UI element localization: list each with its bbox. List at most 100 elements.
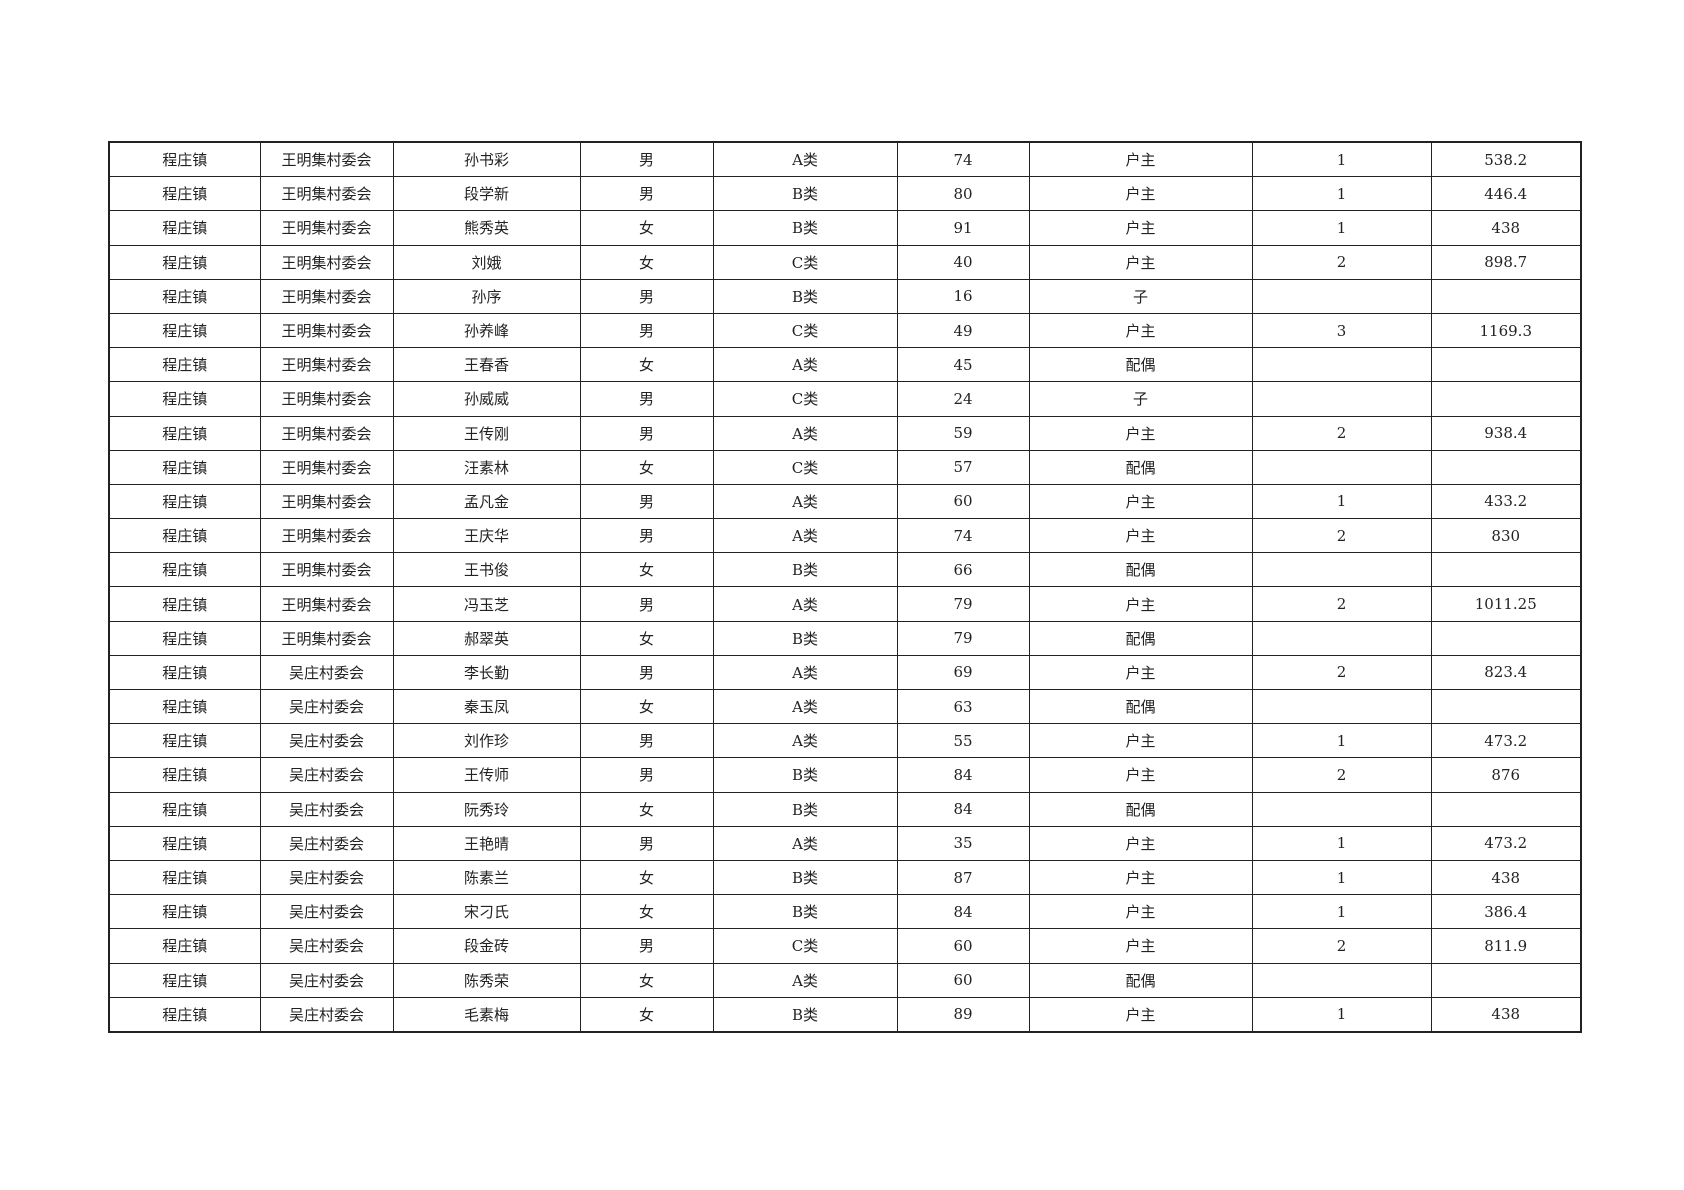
table-row: 程庄镇 吴庄村委会 王传师男 B类 84 户主 2 876 xyxy=(108,757,1582,793)
table-row: 程庄镇 吴庄村委会 宋刁氏女 B类 84 户主 1 386.4 xyxy=(108,894,1582,930)
cell-relation: 配偶 xyxy=(1028,552,1253,588)
cell-name: 孟凡金 xyxy=(392,483,581,520)
cell-town: 程庄镇 xyxy=(108,347,261,383)
cell-category: B类 xyxy=(712,210,898,246)
cell-age: 91 xyxy=(896,210,1030,246)
cell-gender: 女 xyxy=(579,244,714,280)
table-row: 程庄镇 王明集村委会 孙养峰男 C类 49 户主 3 1169.3 xyxy=(108,312,1582,349)
cell-village: 王明集村委会 xyxy=(259,552,394,588)
cell-name: 王春香 xyxy=(392,347,581,383)
cell-category: A类 xyxy=(712,483,898,520)
cell-household-size: 1 xyxy=(1251,210,1432,246)
table-row: 程庄镇 吴庄村委会 陈秀荣女 A类 60 配偶 xyxy=(108,962,1582,998)
cell-relation: 配偶 xyxy=(1028,620,1253,656)
cell-amount: 898.7 xyxy=(1430,244,1582,280)
cell-household-size: 2 xyxy=(1251,415,1432,451)
cell-age: 59 xyxy=(896,415,1030,451)
table-body: 程庄镇 王明集村委会 孙书彩男 A类 74 户主 1 538.2 程庄镇 王明集村委会 段学新男 B类… xyxy=(108,141,1582,1033)
cell-category: A类 xyxy=(712,962,898,998)
cell-gender: 女 xyxy=(579,859,714,896)
cell-age: 60 xyxy=(896,928,1030,964)
cell-name: 陈素兰 xyxy=(392,859,581,896)
cell-age: 24 xyxy=(896,381,1030,417)
cell-age: 55 xyxy=(896,723,1030,759)
cell-name: 毛素梅 xyxy=(392,996,581,1033)
table-row: 程庄镇 王明集村委会 冯玉芝男 A类 79 户主 2 1011.25 xyxy=(108,586,1582,622)
cell-household-size: 1 xyxy=(1251,859,1432,896)
cell-gender: 男 xyxy=(579,586,714,622)
cell-town: 程庄镇 xyxy=(108,586,261,622)
cell-amount xyxy=(1430,381,1582,417)
cell-name: 刘作珍 xyxy=(392,723,581,759)
cell-village: 王明集村委会 xyxy=(259,210,394,246)
cell-household-size xyxy=(1251,620,1432,656)
cell-village: 王明集村委会 xyxy=(259,586,394,622)
cell-amount: 438 xyxy=(1430,210,1582,246)
cell-relation: 户主 xyxy=(1028,210,1253,246)
cell-age: 66 xyxy=(896,552,1030,588)
cell-age: 79 xyxy=(896,620,1030,656)
cell-amount: 830 xyxy=(1430,518,1582,554)
cell-town: 程庄镇 xyxy=(108,791,261,827)
cell-household-size xyxy=(1251,962,1432,998)
cell-village: 吴庄村委会 xyxy=(259,723,394,759)
cell-age: 80 xyxy=(896,176,1030,212)
cell-household-size: 2 xyxy=(1251,757,1432,793)
cell-town: 程庄镇 xyxy=(108,552,261,588)
cell-town: 程庄镇 xyxy=(108,996,261,1033)
cell-age: 45 xyxy=(896,347,1030,383)
cell-relation: 子 xyxy=(1028,278,1253,314)
table-row: 程庄镇 吴庄村委会 毛素梅女 B类 89 户主 1 438 xyxy=(108,996,1582,1033)
cell-town: 程庄镇 xyxy=(108,757,261,793)
cell-amount xyxy=(1430,688,1582,725)
cell-name: 孙序 xyxy=(392,278,581,314)
cell-gender: 女 xyxy=(579,347,714,383)
cell-village: 吴庄村委会 xyxy=(259,654,394,691)
cell-amount xyxy=(1430,791,1582,827)
cell-amount xyxy=(1430,449,1582,485)
table-row: 程庄镇 吴庄村委会 秦玉凤女 A类 63 配偶 xyxy=(108,688,1582,725)
cell-age: 84 xyxy=(896,757,1030,793)
table-row: 程庄镇 吴庄村委会 陈素兰女 B类 87 户主 1 438 xyxy=(108,859,1582,896)
cell-household-size xyxy=(1251,791,1432,827)
table-row: 程庄镇 吴庄村委会 段金砖男 C类 60 户主 2 811.9 xyxy=(108,928,1582,964)
cell-town: 程庄镇 xyxy=(108,654,261,691)
cell-name: 段学新 xyxy=(392,176,581,212)
cell-village: 王明集村委会 xyxy=(259,381,394,417)
cell-household-size xyxy=(1251,381,1432,417)
cell-amount xyxy=(1430,962,1582,998)
cell-relation: 配偶 xyxy=(1028,962,1253,998)
cell-household-size xyxy=(1251,278,1432,314)
cell-amount: 938.4 xyxy=(1430,415,1582,451)
cell-village: 吴庄村委会 xyxy=(259,859,394,896)
cell-gender: 男 xyxy=(579,312,714,349)
table-row: 程庄镇 吴庄村委会 李长勤男 A类 69 户主 2 823.4 xyxy=(108,654,1582,691)
cell-village: 王明集村委会 xyxy=(259,518,394,554)
cell-village: 吴庄村委会 xyxy=(259,996,394,1033)
cell-village: 王明集村委会 xyxy=(259,176,394,212)
cell-village: 王明集村委会 xyxy=(259,347,394,383)
cell-name: 王书俊 xyxy=(392,552,581,588)
cell-village: 吴庄村委会 xyxy=(259,825,394,861)
cell-category: A类 xyxy=(712,688,898,725)
cell-relation: 户主 xyxy=(1028,654,1253,691)
cell-gender: 女 xyxy=(579,791,714,827)
cell-relation: 配偶 xyxy=(1028,449,1253,485)
cell-category: B类 xyxy=(712,552,898,588)
data-table: 程庄镇 王明集村委会 孙书彩男 A类 74 户主 1 538.2 程庄镇 王明集村委会 段学新男 B类… xyxy=(108,141,1582,1033)
table-row: 程庄镇 王明集村委会 孙书彩男 A类 74 户主 1 538.2 xyxy=(108,141,1582,178)
cell-town: 程庄镇 xyxy=(108,210,261,246)
cell-town: 程庄镇 xyxy=(108,244,261,280)
cell-relation: 户主 xyxy=(1028,928,1253,964)
cell-category: B类 xyxy=(712,620,898,656)
cell-gender: 女 xyxy=(579,552,714,588)
cell-category: A类 xyxy=(712,518,898,554)
table-row: 程庄镇 王明集村委会 孙序男 B类 16 子 xyxy=(108,278,1582,314)
cell-town: 程庄镇 xyxy=(108,449,261,485)
cell-amount: 538.2 xyxy=(1430,141,1582,178)
cell-name: 王艳晴 xyxy=(392,825,581,861)
cell-gender: 男 xyxy=(579,723,714,759)
cell-age: 49 xyxy=(896,312,1030,349)
cell-category: C类 xyxy=(712,928,898,964)
cell-town: 程庄镇 xyxy=(108,381,261,417)
